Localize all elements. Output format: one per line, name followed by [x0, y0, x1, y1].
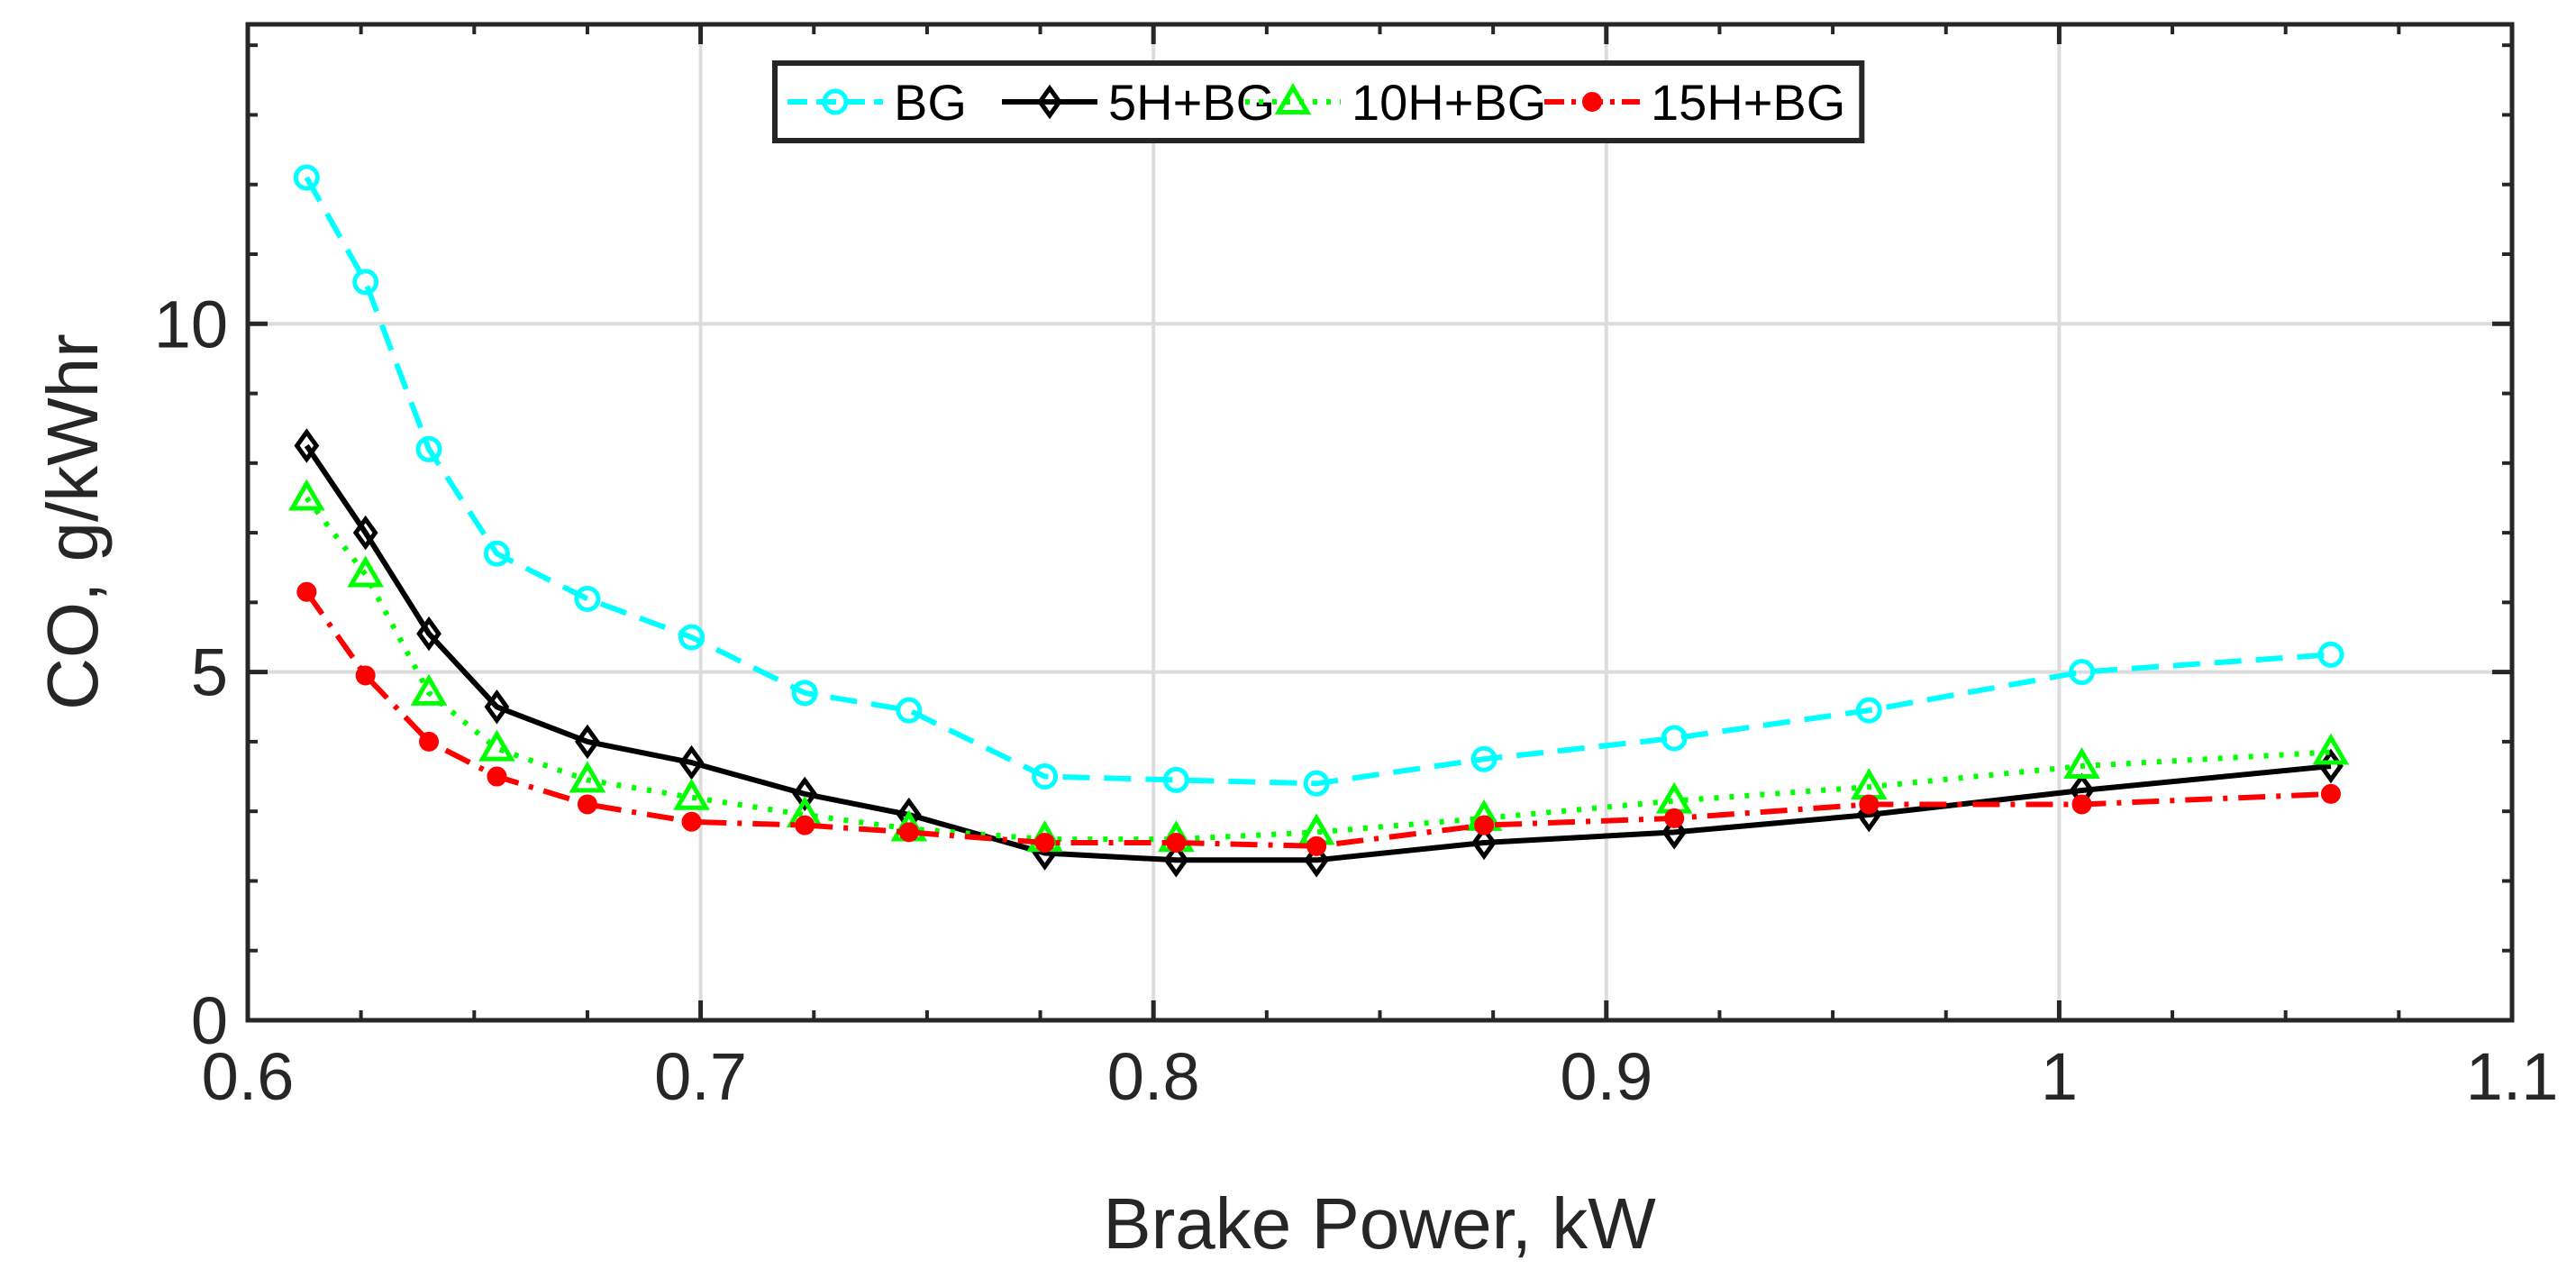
- data-point: [293, 164, 320, 191]
- data-point: [2317, 641, 2344, 668]
- data-point: [2069, 659, 2096, 686]
- series-line: [304, 590, 2332, 849]
- data-point: [1166, 832, 1187, 853]
- data-point: [1664, 808, 1685, 828]
- data-point: [1661, 725, 1688, 752]
- legend-marker: [1274, 83, 1312, 115]
- data-point: [1855, 697, 1882, 724]
- data-point: [1474, 815, 1495, 835]
- legend-marker: [822, 88, 849, 115]
- grid: [248, 24, 2512, 1020]
- data-point: [478, 729, 515, 762]
- legend-label: 15H+BG: [1651, 74, 1845, 131]
- data-point: [484, 689, 510, 725]
- x-tick-label: 0.7: [654, 1039, 747, 1114]
- data-point: [673, 778, 710, 810]
- data-point: [1471, 825, 1497, 861]
- data-point: [678, 744, 705, 781]
- data-point: [416, 616, 441, 652]
- data-point: [483, 540, 510, 567]
- data-point: [569, 761, 606, 793]
- data-point: [352, 269, 379, 296]
- data-point: [1303, 770, 1330, 797]
- axis-ticks: [245, 24, 2515, 1023]
- data-point: [2312, 733, 2350, 765]
- data-point: [1304, 842, 1330, 878]
- data-series: [287, 164, 2350, 878]
- data-point: [575, 724, 600, 760]
- data-point: [410, 673, 448, 706]
- y-axis-label: CO, g/kWhr: [32, 333, 113, 710]
- data-point: [487, 766, 507, 787]
- data-point: [678, 624, 705, 651]
- y-tick-label: 5: [191, 635, 228, 710]
- data-point: [287, 479, 325, 511]
- data-point: [1163, 842, 1189, 878]
- series-line: [304, 443, 2332, 863]
- data-point: [1306, 835, 1327, 856]
- data-point: [294, 428, 320, 463]
- data-point: [2320, 783, 2341, 804]
- data-point: [352, 515, 378, 551]
- legend-marker: [1037, 84, 1062, 120]
- data-point: [574, 586, 601, 612]
- series-15h-bg: [296, 581, 2341, 856]
- tick-labels: 0.6 0.7 0.8 0.9 1 1.1 0 5 10: [154, 287, 2559, 1114]
- x-tick-label: 1: [2041, 1039, 2078, 1114]
- data-point: [681, 811, 702, 832]
- x-tick-label: 0.9: [1560, 1039, 1652, 1114]
- legend: BG 5H+BG 10H+BG 15H+BG: [772, 60, 1865, 143]
- x-tick-label: 1.1: [2466, 1039, 2559, 1114]
- y-tick-label: 10: [154, 287, 228, 361]
- data-point: [795, 815, 815, 835]
- y-tick-label: 0: [191, 983, 228, 1058]
- legend-entry: 15H+BG: [1544, 74, 1845, 131]
- data-point: [792, 776, 818, 812]
- data-point: [896, 697, 923, 724]
- data-point: [1661, 815, 1688, 850]
- legend-entry: 5H+BG: [1002, 74, 1275, 131]
- series-bg: [293, 164, 2344, 797]
- legend-box: [772, 60, 1865, 143]
- legend-entry: BG: [787, 74, 967, 131]
- x-axis-label: Brake Power, kW: [1103, 1183, 1656, 1264]
- legend-marker: [1582, 92, 1602, 112]
- data-point: [791, 680, 818, 707]
- data-point: [1470, 745, 1497, 772]
- series-line: [304, 176, 2332, 787]
- legend-label: 10H+BG: [1352, 74, 1546, 131]
- data-point: [2063, 746, 2100, 779]
- data-point: [1032, 763, 1059, 790]
- x-tick-label: 0.8: [1107, 1039, 1200, 1114]
- data-point: [347, 555, 385, 588]
- plot-area-background: [248, 24, 2512, 1020]
- data-point: [2071, 794, 2092, 815]
- legend-entry: 10H+BG: [1245, 74, 1546, 131]
- data-point: [1034, 832, 1055, 853]
- legend-label: BG: [894, 74, 967, 131]
- data-point: [419, 731, 440, 752]
- x-tick-label: 0.6: [202, 1039, 295, 1114]
- data-point: [1162, 766, 1189, 793]
- data-point: [296, 581, 317, 602]
- data-point: [577, 794, 597, 815]
- data-point: [415, 435, 442, 462]
- data-point: [355, 665, 376, 686]
- legend-label: 5H+BG: [1108, 74, 1275, 131]
- data-point: [1859, 794, 1880, 815]
- data-point: [898, 822, 919, 843]
